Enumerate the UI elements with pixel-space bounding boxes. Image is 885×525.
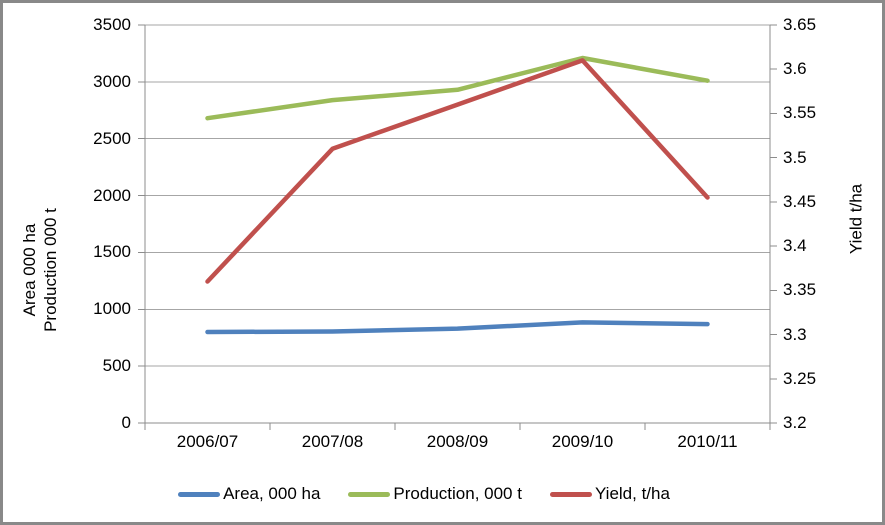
series-line-production-000-t: [205, 55, 710, 121]
y-left-tick-label: 2500: [93, 128, 131, 148]
y-left-tick-label: 1500: [93, 242, 131, 262]
legend-label: Area, 000 ha: [223, 484, 321, 503]
y-right-tick-label: 3.55: [783, 103, 817, 123]
y-left-tick-label: 3000: [93, 71, 131, 91]
y-right-tick-label: 3.25: [783, 368, 817, 388]
y-left-tick-label: 500: [102, 356, 131, 376]
x-tick-label: 2008/09: [426, 432, 489, 451]
y-left-tick-label: 1000: [93, 299, 131, 319]
legend-item-area-000-ha: Area, 000 ha: [178, 484, 320, 504]
legend-line-sample: [549, 491, 592, 497]
y-right-tick-label: 3.35: [783, 280, 817, 300]
y-right-tick-label: 3.4: [783, 236, 807, 256]
y-right-tick-label: 3.45: [783, 191, 817, 211]
x-tick-label: 2006/07: [176, 432, 239, 451]
series-line-yield-t-ha: [205, 58, 710, 284]
y-left-tick-label: 0: [121, 413, 131, 432]
y-right-tick-label: 3.2: [783, 413, 807, 432]
y-right-tick-label: 3.6: [783, 59, 807, 79]
x-tick-label: 2010/11: [677, 432, 738, 451]
legend-item-yield-t-ha: Yield, t/ha: [549, 484, 670, 504]
y-right-tick-label: 3.65: [783, 15, 817, 34]
series-line-area-000-ha: [205, 320, 710, 335]
y-left-tick-label: 3500: [93, 15, 131, 34]
legend-label: Yield, t/ha: [594, 484, 670, 503]
x-tick-label: 2007/08: [301, 432, 364, 451]
y-right-tick-label: 3.3: [783, 324, 807, 344]
y-right-tick-label: 3.5: [783, 147, 807, 167]
legend-line-sample: [178, 491, 221, 497]
x-tick-label: 2009/10: [551, 432, 614, 451]
legend: Area, 000 ha Production, 000 t Yield, t/ha: [3, 482, 845, 506]
plot-area: [138, 24, 777, 430]
legend-label: Production, 000 t: [393, 484, 522, 503]
y-left-tick-label: 2000: [93, 185, 131, 205]
legend-item-production-000-t: Production, 000 t: [348, 484, 522, 504]
legend-line-sample: [348, 491, 391, 497]
